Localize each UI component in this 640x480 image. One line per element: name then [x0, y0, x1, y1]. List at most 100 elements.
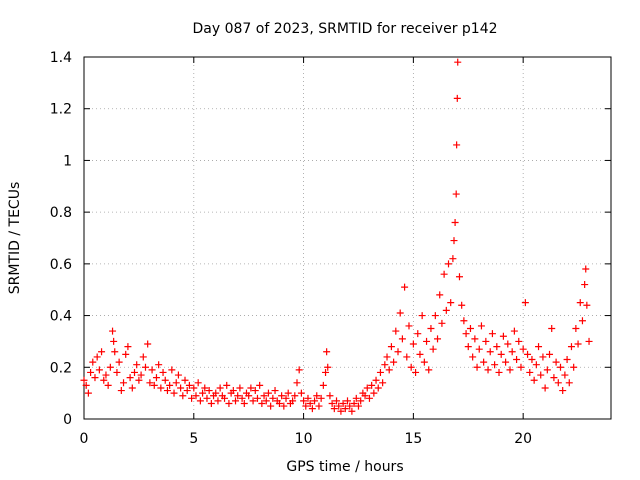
data-point	[346, 402, 354, 410]
data-point	[499, 332, 507, 340]
data-point	[335, 402, 343, 410]
data-point	[565, 379, 573, 387]
data-point	[131, 368, 139, 376]
data-point	[188, 394, 196, 402]
data-point	[528, 356, 536, 364]
data-point	[221, 394, 229, 402]
data-point	[247, 384, 255, 392]
plot-area-border	[83, 56, 612, 420]
data-point	[280, 402, 288, 410]
data-point	[201, 384, 209, 392]
data-point	[385, 366, 393, 374]
data-point	[203, 394, 211, 402]
data-point	[166, 381, 174, 389]
data-point	[517, 363, 525, 371]
data-point	[519, 345, 527, 353]
data-point	[139, 353, 147, 361]
data-point	[229, 387, 237, 395]
chart-title: Day 087 of 2023, SRMTID for receiver p14…	[192, 21, 497, 37]
data-point	[482, 337, 490, 345]
data-point	[150, 381, 158, 389]
data-point	[484, 366, 492, 374]
data-point	[372, 376, 380, 384]
data-point	[403, 353, 411, 361]
data-point	[82, 381, 90, 389]
data-point	[344, 397, 351, 405]
data-point	[368, 381, 376, 389]
data-point	[537, 371, 545, 379]
data-point	[552, 358, 560, 366]
data-point	[133, 361, 141, 369]
data-point	[449, 255, 457, 263]
data-point	[240, 399, 248, 407]
data-point	[370, 389, 378, 397]
data-point	[466, 325, 474, 332]
data-point	[115, 358, 123, 366]
data-point	[234, 392, 242, 400]
data-point	[578, 317, 586, 325]
data-point	[495, 368, 503, 376]
data-point	[352, 394, 360, 402]
data-point	[442, 306, 450, 314]
data-point	[214, 397, 222, 405]
data-point	[192, 392, 200, 400]
data-point	[414, 330, 422, 338]
data-point	[445, 260, 453, 268]
data-point	[379, 379, 387, 387]
axis-ticks	[83, 56, 611, 420]
data-point	[583, 301, 591, 309]
data-point	[122, 350, 130, 358]
data-point	[264, 389, 272, 397]
data-point	[313, 392, 321, 400]
data-point	[212, 389, 220, 397]
data-point	[453, 141, 461, 149]
data-point	[144, 340, 152, 348]
data-point	[194, 379, 202, 387]
data-point	[330, 405, 338, 413]
data-point	[341, 405, 349, 413]
data-point	[251, 387, 259, 395]
data-point	[491, 361, 499, 369]
data-point	[460, 317, 468, 325]
data-point	[354, 402, 362, 410]
data-point	[434, 335, 442, 343]
data-point	[381, 361, 389, 369]
data-point	[524, 350, 532, 358]
data-point	[350, 399, 358, 407]
data-point	[159, 368, 167, 376]
data-point	[110, 337, 118, 345]
x-tick-label: 5	[189, 431, 198, 447]
data-point	[405, 322, 413, 330]
data-point	[152, 374, 160, 382]
data-point	[401, 283, 409, 291]
data-point	[548, 325, 556, 332]
data-point	[128, 384, 136, 392]
data-point	[260, 392, 268, 400]
data-point	[365, 394, 373, 402]
data-point	[363, 384, 371, 392]
data-point	[348, 407, 356, 415]
data-point	[361, 392, 369, 400]
x-tick-label: 10	[295, 431, 313, 447]
x-tick-label: 0	[80, 431, 89, 447]
data-point	[323, 348, 331, 356]
data-point	[513, 356, 521, 364]
data-point	[196, 397, 204, 405]
data-point	[295, 366, 303, 374]
data-point	[89, 358, 97, 366]
data-point	[275, 399, 283, 407]
data-point	[515, 337, 523, 345]
data-point	[357, 397, 365, 405]
data-point	[387, 343, 395, 351]
data-point	[425, 366, 433, 374]
data-point	[256, 381, 264, 389]
data-point	[383, 353, 391, 361]
data-point	[396, 309, 404, 317]
data-point	[293, 379, 301, 387]
data-point	[532, 361, 540, 369]
data-point	[423, 337, 431, 345]
data-point	[556, 363, 564, 371]
data-point	[238, 394, 246, 402]
x-axis-label: GPS time / hours	[286, 459, 403, 475]
data-point	[269, 394, 277, 402]
